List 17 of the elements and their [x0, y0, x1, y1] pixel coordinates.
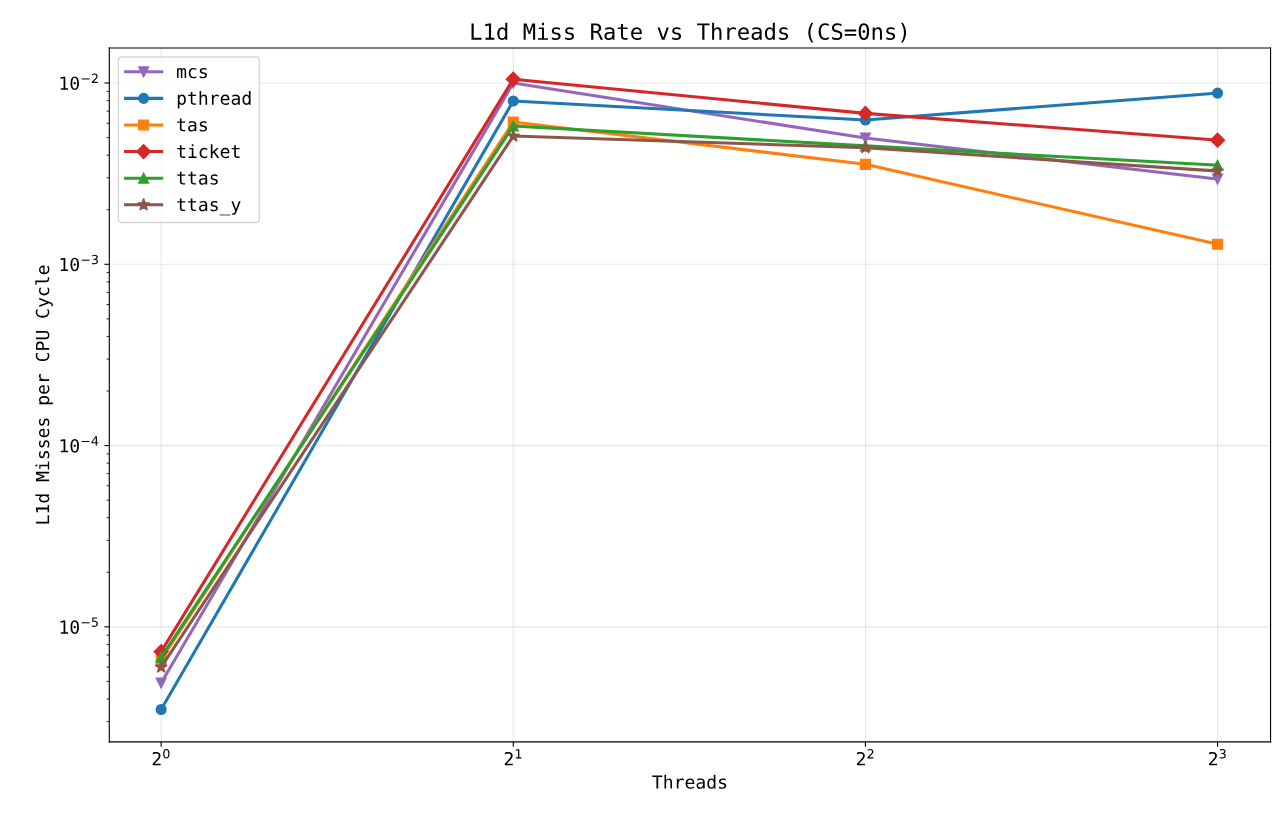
x-tick-label: 2$^{2}$ — [856, 748, 874, 766]
legend-label: tas — [177, 118, 207, 132]
x-axis-title: Threads — [652, 774, 727, 789]
y-tick-label: 10$^{−2}$ — [60, 73, 98, 91]
x-tick-label: 2$^{3}$ — [1209, 748, 1226, 766]
y-tick-label: 10$^{−5}$ — [60, 617, 98, 634]
chart-title: L1d Miss Rate vs Threads (CS=0ns) — [471, 22, 907, 43]
y-tick-label: 10$^{−3}$ — [60, 254, 98, 272]
legend-label: pthread — [177, 90, 251, 109]
legend-label: mcs — [177, 67, 207, 79]
legend-label: ttas — [177, 171, 218, 185]
legend-label: ttas_y — [177, 198, 241, 216]
legend-label: ticket — [177, 144, 240, 159]
y-axis-title: L1d Misses per CPU Cycle — [35, 265, 53, 524]
x-tick-label: 2$^{1}$ — [504, 749, 522, 766]
x-tick-label: 2$^{0}$ — [152, 748, 170, 766]
y-tick-label: 10$^{−4}$ — [60, 436, 99, 453]
